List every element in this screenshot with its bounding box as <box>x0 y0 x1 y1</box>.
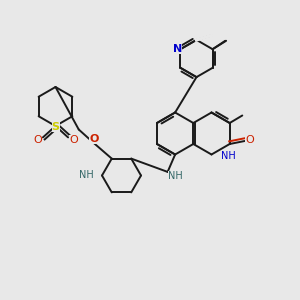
Text: S: S <box>52 122 59 132</box>
Text: NH: NH <box>79 170 94 180</box>
Text: O: O <box>69 135 78 146</box>
Text: NH: NH <box>168 171 182 181</box>
Text: N: N <box>173 44 182 54</box>
Text: NH: NH <box>221 151 236 161</box>
Text: O: O <box>89 134 98 144</box>
Text: O: O <box>33 135 42 146</box>
Text: O: O <box>245 135 254 146</box>
